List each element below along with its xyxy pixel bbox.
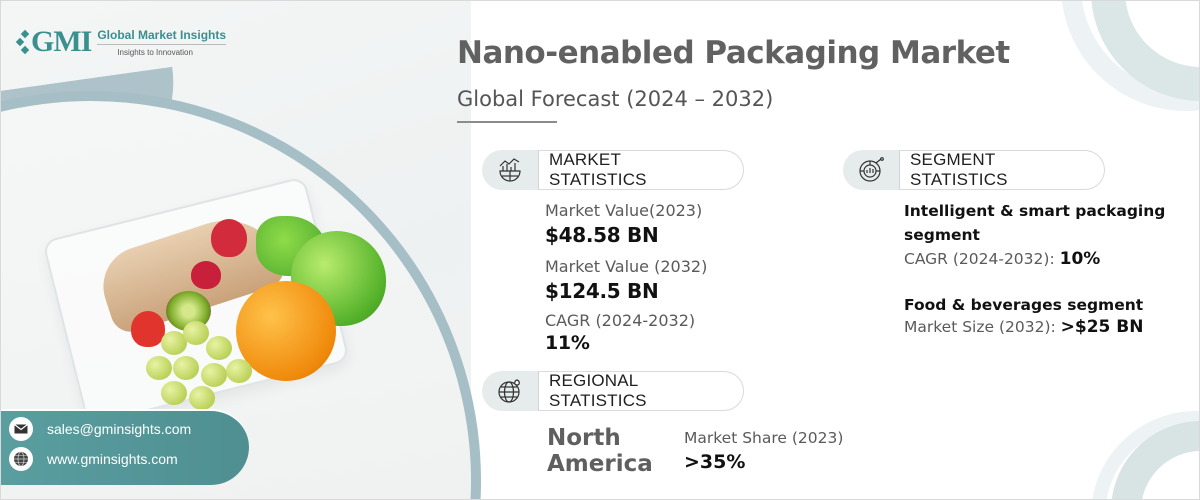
segment-1-metric-value: 10% <box>1059 249 1101 269</box>
page-title: Nano-enabled Packaging Market <box>457 35 1010 71</box>
grape-shape <box>183 321 209 345</box>
segment-1-metric-label: CAGR (2024-2032): <box>904 250 1055 268</box>
grape-shape <box>173 356 199 380</box>
region-name: North America <box>547 425 653 477</box>
grape-shape <box>161 331 187 355</box>
grape-shape <box>161 381 187 405</box>
contact-panel: sales@gminsights.com www.gminsights.com <box>1 409 249 485</box>
cagr-label: CAGR (2024-2032) <box>545 311 696 330</box>
region-market-share-label: Market Share (2023) <box>684 429 844 447</box>
tomato-shape <box>131 311 165 347</box>
segment-statistics-header: SEGMENT STATISTICS <box>843 150 1105 190</box>
raspberry-shape <box>191 261 221 289</box>
segment-2-metric-label: Market Size (2032): <box>904 318 1056 336</box>
cagr-value: 11% <box>545 332 590 354</box>
region-market-share-value: >35% <box>684 451 746 473</box>
grape-shape <box>206 336 232 360</box>
logo-mark-text: GMI <box>31 25 92 58</box>
grape-shape <box>201 363 227 387</box>
globe-icon <box>9 447 33 471</box>
logo-diamond-icon <box>15 29 30 55</box>
market-value-2032-label: Market Value (2032) <box>545 257 708 276</box>
title-divider <box>457 121 557 123</box>
website-link[interactable]: www.gminsights.com <box>9 447 178 471</box>
gmi-logo[interactable]: GMI Global Market Insights Insights to I… <box>15 25 227 59</box>
globe-pin-icon <box>482 371 538 411</box>
market-value-2023-value: $48.58 BN <box>545 223 659 247</box>
grape-shape <box>226 359 252 383</box>
envelope-icon <box>9 417 33 441</box>
segment-2-metric-value: >$25 BN <box>1060 317 1144 337</box>
grape-shape <box>146 356 172 380</box>
market-value-2032-value: $124.5 BN <box>545 279 659 303</box>
market-statistics-header: MARKET STATISTICS <box>482 150 744 190</box>
market-value-2023-label: Market Value(2023) <box>545 201 703 220</box>
chart-globe-icon <box>482 150 538 190</box>
orange-shape <box>236 281 336 381</box>
page-subtitle: Global Forecast (2024 – 2032) <box>457 87 774 111</box>
logo-tagline: Insights to Innovation <box>117 47 193 57</box>
pie-chart-icon <box>843 150 899 190</box>
logo-mark: GMI <box>15 25 92 59</box>
packaged-food-image <box>42 176 401 426</box>
regional-statistics-heading: REGIONAL STATISTICS <box>538 371 744 411</box>
segment-1-metric: CAGR (2024-2032): 10% <box>904 249 1100 269</box>
email-link[interactable]: sales@gminsights.com <box>9 417 191 441</box>
segment-1-name: Intelligent & smart packaging segment <box>904 202 1166 244</box>
segment-statistics-heading: SEGMENT STATISTICS <box>899 150 1105 190</box>
grape-shape <box>189 386 215 410</box>
segment-2-metric: Market Size (2032): >$25 BN <box>904 317 1144 337</box>
email-text: sales@gminsights.com <box>47 421 192 437</box>
segment-2-name: Food & beverages segment <box>904 296 1144 314</box>
regional-statistics-header: REGIONAL STATISTICS <box>482 371 744 411</box>
logo-company-name: Global Market Insights <box>97 28 227 45</box>
website-text: www.gminsights.com <box>47 451 178 467</box>
strawberry-shape <box>211 219 247 257</box>
market-statistics-heading: MARKET STATISTICS <box>538 150 744 190</box>
